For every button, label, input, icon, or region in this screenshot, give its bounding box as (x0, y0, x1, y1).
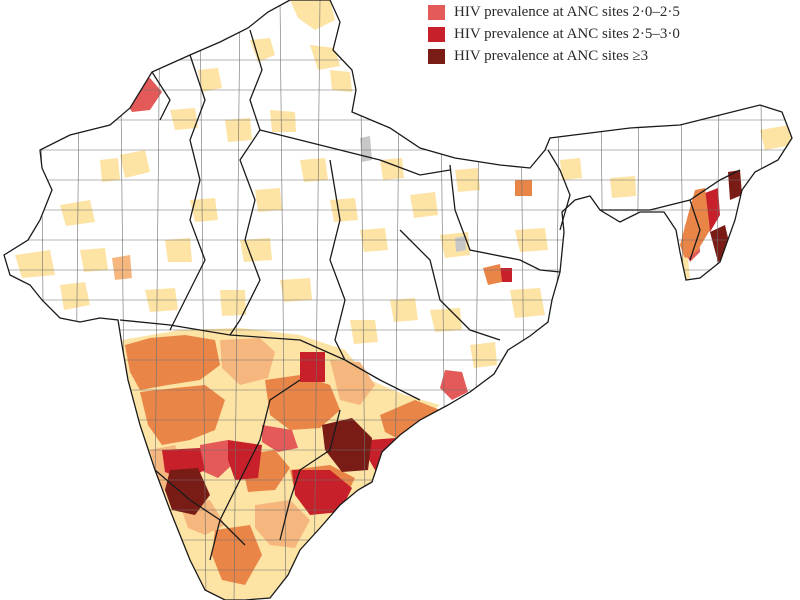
district-peach (220, 338, 275, 385)
district-light (170, 108, 198, 130)
legend-item-ge-3: HIV prevalence at ANC sites ≥3 (428, 47, 798, 66)
district-prevalence-2-0-2-5 (262, 425, 298, 452)
district-light (760, 125, 792, 150)
district-light (290, 0, 335, 30)
district-light (350, 320, 378, 344)
district-orange (680, 188, 710, 260)
district-peach (112, 255, 132, 280)
district-orange (515, 180, 532, 196)
state-boundaries (3, 0, 793, 600)
district-prevalence-2-5-3-0 (300, 352, 325, 382)
district-orange (483, 264, 502, 285)
district-light (15, 250, 55, 278)
district-light (220, 290, 246, 316)
district-light (100, 158, 120, 182)
district-orange (125, 335, 220, 390)
district-light (510, 288, 545, 318)
district-peach (255, 500, 310, 548)
district-light (280, 278, 312, 302)
district-prevalence-ge-3 (728, 170, 742, 200)
legend-swatch (428, 27, 445, 42)
legend-swatch (428, 5, 445, 20)
district-grey (455, 236, 466, 252)
district-light (165, 238, 192, 262)
district-light (390, 298, 418, 322)
legend-item-2-5-3-0: HIV prevalence at ANC sites 2·5–3·0 (428, 25, 798, 44)
district-light (60, 200, 95, 226)
district-light (310, 45, 340, 70)
district-light (270, 110, 296, 132)
district-light (60, 282, 90, 310)
district-light (470, 342, 497, 368)
district-light (410, 192, 438, 218)
district-prevalence-2-0-2-5 (200, 440, 235, 478)
legend-label: HIV prevalence at ANC sites 2·5–3·0 (454, 26, 680, 42)
district-light (80, 248, 108, 272)
district-light (330, 70, 352, 92)
district-light (560, 158, 582, 180)
district-light (255, 188, 282, 212)
district-prevalence-2-0-2-5 (440, 370, 468, 400)
district-light (198, 68, 222, 92)
district-light (300, 158, 328, 182)
district-light (240, 238, 272, 262)
district-light (250, 38, 275, 62)
legend: HIV prevalence at ANC sites 2·0–2·5 HIV … (428, 3, 798, 69)
district-light (430, 308, 462, 332)
legend-item-2-0-2-5: HIV prevalence at ANC sites 2·0–2·5 (428, 3, 798, 22)
legend-swatch (428, 49, 445, 64)
district-light (610, 176, 636, 198)
district-light (120, 150, 150, 178)
legend-label: HIV prevalence at ANC sites ≥3 (454, 48, 649, 64)
legend-label: HIV prevalence at ANC sites 2·0–2·5 (454, 4, 680, 20)
district-prevalence-2-5-3-0 (292, 470, 352, 515)
